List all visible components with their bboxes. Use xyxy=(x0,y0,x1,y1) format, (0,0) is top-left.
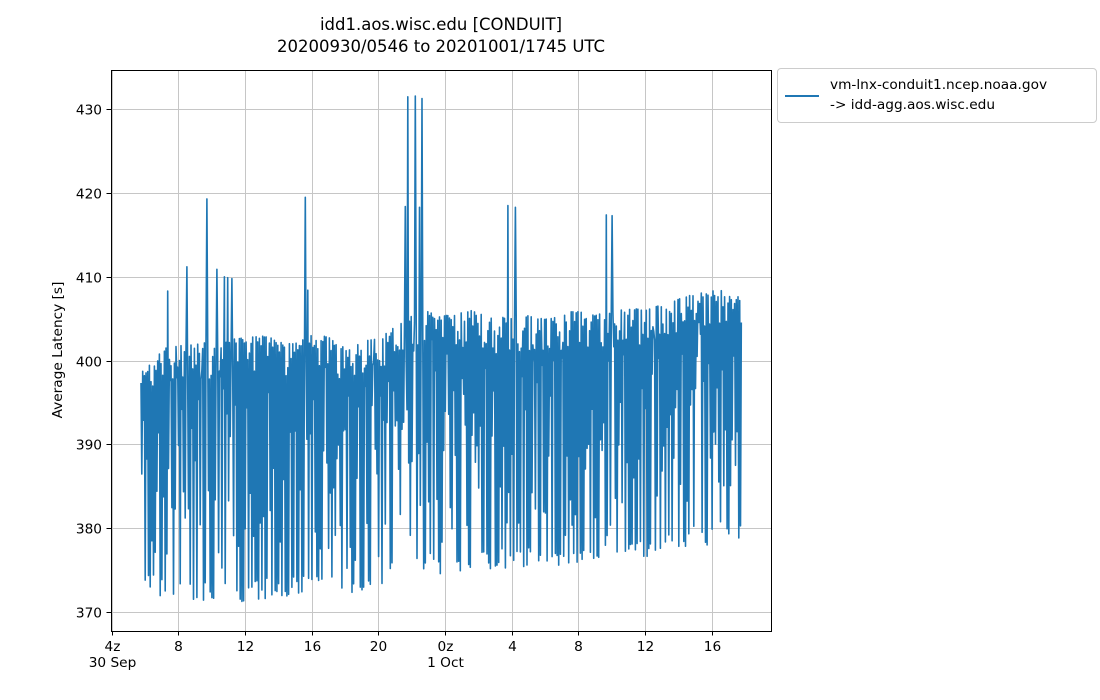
y-tick-label: 430 xyxy=(76,102,102,118)
legend-box: vm-lnx-conduit1.ncep.noaa.gov -> idd-agg… xyxy=(777,68,1097,123)
x-tick-label: 4z xyxy=(105,639,121,655)
y-tick-label: 400 xyxy=(76,354,102,370)
x-tick-label: 12 xyxy=(637,639,654,655)
y-tick-label: 370 xyxy=(76,605,102,621)
x-tick-label: 4 xyxy=(508,639,517,655)
legend-label-line1: vm-lnx-conduit1.ncep.noaa.gov xyxy=(830,77,1048,93)
y-tick-label: 380 xyxy=(76,521,102,537)
x-tick-label: 12 xyxy=(237,639,254,655)
x-tick-label: 20 xyxy=(370,639,387,655)
legend-label-line2: -> idd-agg.aos.wisc.edu xyxy=(830,96,996,113)
legend-label: vm-lnx-conduit1.ncep.noaa.gov -> idd-agg… xyxy=(830,76,1047,115)
series-line xyxy=(140,95,743,603)
x-tick-label: 8 xyxy=(574,639,583,655)
legend-line-swatch xyxy=(785,94,819,97)
y-tick-label: 410 xyxy=(76,270,102,286)
x-tick-label: 0z xyxy=(438,639,454,655)
x-tick-label: 16 xyxy=(704,639,721,655)
y-tick-label: 420 xyxy=(76,186,102,202)
x-tick-label: 8 xyxy=(174,639,183,655)
x-date-label: 1 Oct xyxy=(427,655,464,671)
y-tick-label: 390 xyxy=(76,437,102,453)
plot-border xyxy=(111,70,772,632)
chart-title-line2: 20200930/0546 to 20201001/1745 UTC xyxy=(276,37,606,56)
x-date-label: 30 Sep xyxy=(89,655,137,671)
chart-title-line1: idd1.aos.wisc.edu [CONDUIT] xyxy=(319,15,563,34)
x-tick-label: 16 xyxy=(304,639,321,655)
